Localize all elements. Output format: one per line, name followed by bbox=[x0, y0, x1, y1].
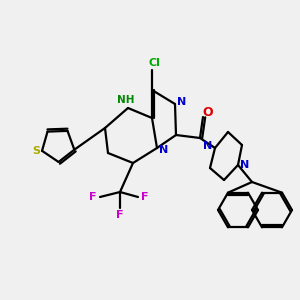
Text: F: F bbox=[141, 192, 149, 202]
Text: NH: NH bbox=[117, 95, 135, 105]
Text: O: O bbox=[203, 106, 213, 119]
Text: F: F bbox=[116, 210, 124, 220]
Text: N: N bbox=[177, 97, 187, 107]
Text: N: N bbox=[203, 141, 213, 151]
Text: N: N bbox=[159, 145, 169, 155]
Text: Cl: Cl bbox=[148, 58, 160, 68]
Text: N: N bbox=[240, 160, 250, 170]
Text: F: F bbox=[89, 192, 97, 202]
Text: S: S bbox=[32, 146, 40, 156]
